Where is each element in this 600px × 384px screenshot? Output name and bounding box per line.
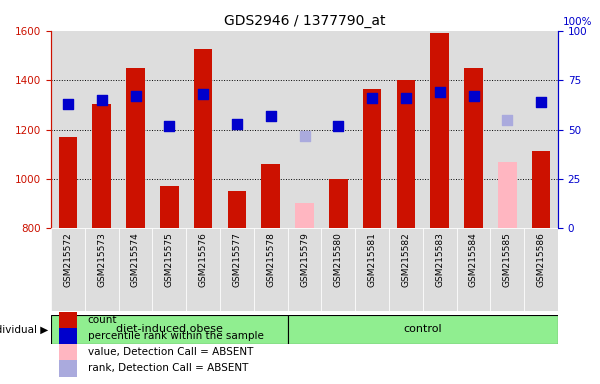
Bar <box>287 315 558 344</box>
Bar <box>59 361 77 376</box>
Text: GSM215582: GSM215582 <box>401 233 410 287</box>
Bar <box>186 31 220 228</box>
Point <box>97 97 107 103</box>
Point <box>199 91 208 97</box>
Bar <box>389 228 423 311</box>
Bar <box>59 312 77 328</box>
Bar <box>254 31 287 228</box>
Bar <box>152 31 186 228</box>
Bar <box>355 31 389 228</box>
Point <box>131 93 140 99</box>
Text: control: control <box>403 324 442 334</box>
Text: GSM215577: GSM215577 <box>232 233 241 288</box>
Text: GSM215581: GSM215581 <box>368 233 377 288</box>
Text: GSM215586: GSM215586 <box>536 233 545 288</box>
Text: GSM215580: GSM215580 <box>334 233 343 288</box>
Text: GSM215583: GSM215583 <box>435 233 444 288</box>
Bar <box>464 68 483 228</box>
Point <box>536 99 546 105</box>
Bar <box>524 228 558 311</box>
Bar <box>457 228 490 311</box>
Bar <box>430 33 449 228</box>
Point <box>300 132 310 139</box>
Point <box>435 89 445 95</box>
Text: GSM215585: GSM215585 <box>503 233 512 288</box>
Text: value, Detection Call = ABSENT: value, Detection Call = ABSENT <box>88 348 253 358</box>
Bar <box>322 31 355 228</box>
Bar <box>423 228 457 311</box>
Point <box>334 122 343 129</box>
Bar <box>59 137 77 228</box>
Text: count: count <box>88 315 117 325</box>
Text: GSM215578: GSM215578 <box>266 233 275 288</box>
Bar <box>524 31 558 228</box>
Bar <box>498 162 517 228</box>
Bar <box>355 228 389 311</box>
Point <box>401 95 411 101</box>
Bar <box>85 228 119 311</box>
Text: GSM215575: GSM215575 <box>165 233 174 288</box>
Point <box>63 101 73 107</box>
Bar <box>363 89 382 228</box>
Bar <box>220 228 254 311</box>
Bar <box>490 31 524 228</box>
Bar <box>51 31 85 228</box>
Bar <box>119 228 152 311</box>
Point <box>469 93 478 99</box>
Title: GDS2946 / 1377790_at: GDS2946 / 1377790_at <box>224 14 385 28</box>
Bar <box>322 228 355 311</box>
Bar <box>262 164 280 228</box>
Text: GSM215573: GSM215573 <box>97 233 106 288</box>
Bar <box>186 228 220 311</box>
Text: rank, Detection Call = ABSENT: rank, Detection Call = ABSENT <box>88 364 248 374</box>
Bar <box>423 31 457 228</box>
Bar <box>51 228 85 311</box>
Point <box>232 121 242 127</box>
Bar <box>329 179 347 228</box>
Bar <box>457 31 490 228</box>
Bar <box>227 191 246 228</box>
Point <box>266 113 275 119</box>
Text: 100%: 100% <box>563 17 593 27</box>
Bar <box>126 68 145 228</box>
Bar <box>220 31 254 228</box>
Bar <box>119 31 152 228</box>
Text: diet-induced obese: diet-induced obese <box>116 324 223 334</box>
Bar <box>287 31 322 228</box>
Point <box>503 117 512 123</box>
Bar <box>397 80 415 228</box>
Bar <box>389 31 423 228</box>
Bar <box>532 151 550 228</box>
Text: GSM215572: GSM215572 <box>64 233 73 287</box>
Bar <box>295 202 314 228</box>
Bar <box>92 104 111 228</box>
Text: GSM215584: GSM215584 <box>469 233 478 287</box>
Text: percentile rank within the sample: percentile rank within the sample <box>88 331 263 341</box>
Point <box>164 122 174 129</box>
Bar <box>152 228 186 311</box>
Bar <box>160 187 179 228</box>
Text: GSM215576: GSM215576 <box>199 233 208 288</box>
Bar <box>85 31 119 228</box>
Bar <box>51 315 287 344</box>
Bar <box>254 228 287 311</box>
Bar <box>59 344 77 361</box>
Bar <box>287 228 322 311</box>
Bar <box>194 49 212 228</box>
Text: GSM215574: GSM215574 <box>131 233 140 287</box>
Point <box>367 95 377 101</box>
Bar <box>490 228 524 311</box>
Text: individual ▶: individual ▶ <box>0 324 48 334</box>
Text: GSM215579: GSM215579 <box>300 233 309 288</box>
Bar <box>59 328 77 344</box>
